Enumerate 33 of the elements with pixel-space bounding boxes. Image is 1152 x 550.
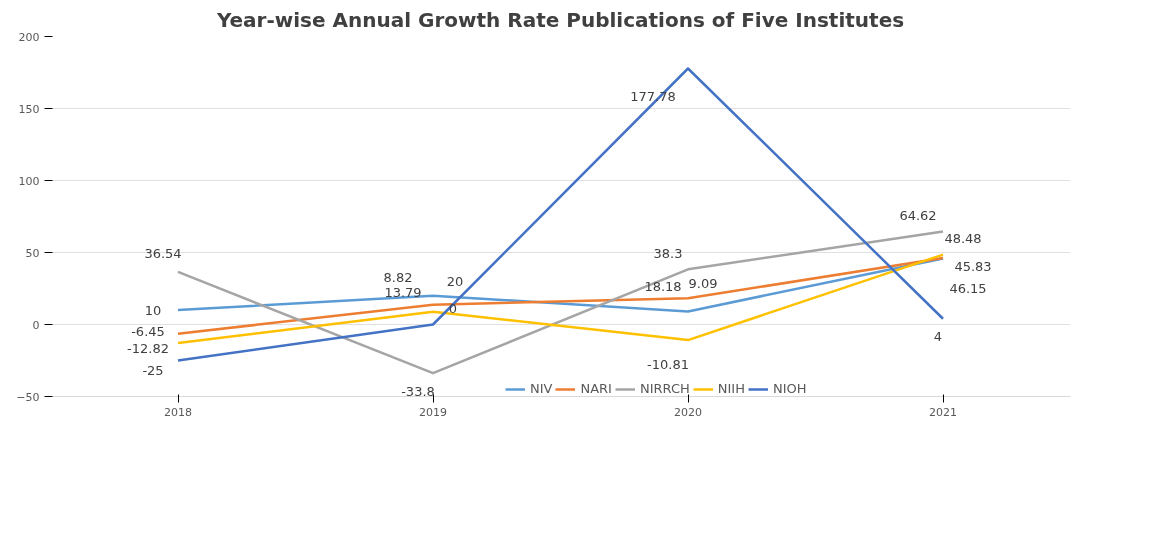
data-label: 8.82 xyxy=(383,270,413,286)
chart-title: Year-wise Annual Growth Rate Publications of Five Institutes xyxy=(215,7,905,32)
y-tick-label: 0 xyxy=(32,318,40,332)
data-label: 4 xyxy=(933,329,943,345)
data-label: -6.45 xyxy=(131,324,165,340)
data-label: 20 xyxy=(446,274,464,290)
data-label: 36.54 xyxy=(144,246,182,262)
y-tick-label: 100 xyxy=(18,174,40,188)
legend-label: NIV xyxy=(530,381,553,396)
legend-label: NIIH xyxy=(717,381,745,396)
y-tick-label: 50 xyxy=(25,246,40,260)
x-tick-label: 2018 xyxy=(164,405,192,419)
x-tick-label: 2019 xyxy=(419,405,447,419)
y-tick-label: 150 xyxy=(18,102,40,116)
data-label: 10 xyxy=(144,302,162,318)
data-label: -10.81 xyxy=(647,356,689,372)
y-tick-label: 200 xyxy=(18,30,40,44)
data-label: 9.09 xyxy=(688,275,718,291)
data-label: -12.82 xyxy=(127,341,169,357)
legend-label: NIRRCH xyxy=(639,381,690,396)
x-tick-label: 2021 xyxy=(929,405,957,419)
data-label: 64.62 xyxy=(899,207,937,223)
data-label: -33.8 xyxy=(401,383,435,399)
legend-label: NIOH xyxy=(772,381,807,396)
data-label: 38.3 xyxy=(653,245,683,261)
y-tick-label: −50 xyxy=(16,390,40,404)
x-tick-label: 2020 xyxy=(674,405,702,419)
data-label: 48.48 xyxy=(944,231,982,247)
data-label: -25 xyxy=(142,363,164,378)
data-label: 46.15 xyxy=(949,280,987,296)
data-label: 45.83 xyxy=(954,259,992,274)
legend-label: NARI xyxy=(580,381,612,396)
data-label: 18.18 xyxy=(644,278,682,294)
